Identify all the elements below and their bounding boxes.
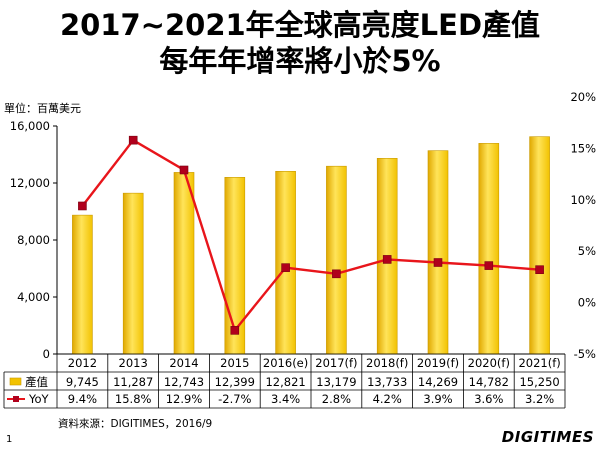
bar-value-label: 12,743 [164, 375, 204, 389]
chart-title-line1: 2017~2021年全球高亮度LED產值 [59, 8, 541, 42]
x-tick-label: 2012 [68, 356, 97, 370]
x-tick-label: 2014 [169, 356, 198, 370]
bar-value-label: 14,782 [469, 375, 509, 389]
bar-2017(f) [326, 165, 347, 355]
yoy-value-label: 3.2% [525, 392, 554, 406]
yoy-value-label: 4.2% [373, 392, 402, 406]
y-left-tick-label: 8,000 [17, 233, 50, 247]
x-tick-label: 2020(f) [468, 356, 510, 370]
yoy-value-label: 3.9% [423, 392, 452, 406]
y-left-tick-label: 16,000 [10, 119, 50, 133]
yoy-point-2013 [128, 135, 138, 145]
yoy-value-label: 12.9% [166, 392, 203, 406]
yoy-value-label: -2.7% [218, 392, 251, 406]
bar-value-label: 15,250 [519, 375, 559, 389]
bar-2021(f) [529, 136, 550, 355]
bar-2019(f) [427, 150, 449, 355]
y-right-tick-label: -5% [574, 347, 596, 361]
bar-value-label: 9,745 [66, 375, 99, 389]
y-right-tick-label: 5% [578, 244, 596, 258]
yoy-point-2019(f) [433, 258, 443, 267]
yoy-point-2012 [78, 201, 87, 211]
y-right-tick-label: 10% [570, 193, 596, 207]
bar-value-label: 12,399 [215, 375, 255, 389]
bar-value-label: 11,287 [113, 375, 153, 389]
yoy-value-label: 3.4% [271, 392, 300, 406]
x-tick-label: 2018(f) [366, 356, 408, 370]
yoy-point-2014 [179, 165, 189, 175]
chart-title-line2: 每年年增率將小於5% [159, 44, 441, 78]
yoy-point-2021(f) [535, 265, 544, 275]
bar-2016(e) [275, 171, 296, 355]
x-tick-label: 2015 [220, 356, 249, 370]
yoy-point-2017(f) [332, 269, 341, 279]
x-tick-label: 2016(e) [263, 356, 308, 370]
yoy-line [81, 138, 540, 333]
bar-2020(f) [478, 143, 500, 355]
source-note: 資料來源：DIGITIMES，2016/9 [58, 418, 213, 430]
yoy-value-label: 9.4% [68, 392, 97, 406]
y-right-tick-label: 20% [570, 90, 596, 104]
yoy-point-2016(e) [281, 263, 290, 272]
yoy-value-label: 15.8% [115, 392, 152, 406]
legend-bar-swatch [9, 377, 22, 386]
x-tick-label: 2017(f) [315, 356, 357, 370]
bar-2014 [173, 172, 195, 355]
y-left-tick-label: 0 [43, 347, 50, 361]
x-tick-label: 2019(f) [417, 356, 459, 370]
legend-bar-label: 產值 [25, 375, 48, 389]
page-number: 1 [6, 434, 13, 445]
yoy-value-label: 3.6% [474, 392, 503, 406]
y-right-tick-label: 15% [570, 141, 596, 155]
y-left-tick-label: 4,000 [17, 290, 50, 304]
yoy-point-2020(f) [484, 261, 494, 270]
x-tick-label: 2013 [119, 356, 148, 370]
bar-value-label: 14,269 [418, 375, 458, 389]
legend-line-marker [13, 396, 19, 402]
x-tick-label: 2021(f) [518, 356, 560, 370]
bar-2013 [122, 192, 144, 355]
yoy-point-2015 [230, 326, 240, 335]
yoy-value-label: 2.8% [322, 392, 351, 406]
y-left-tick-label: 12,000 [10, 176, 50, 190]
yoy-point-2018(f) [382, 255, 392, 264]
digitimes-logo: DIGITIMES [501, 428, 594, 446]
unit-label: 單位：百萬美元 [4, 102, 81, 115]
bar-value-label: 13,179 [316, 375, 356, 389]
y-right-tick-label: 0% [578, 296, 596, 310]
legend-line-label: YoY [28, 392, 50, 406]
bar-2012 [72, 214, 93, 355]
bar-value-label: 13,733 [367, 375, 407, 389]
bar-value-label: 12,821 [265, 375, 305, 389]
